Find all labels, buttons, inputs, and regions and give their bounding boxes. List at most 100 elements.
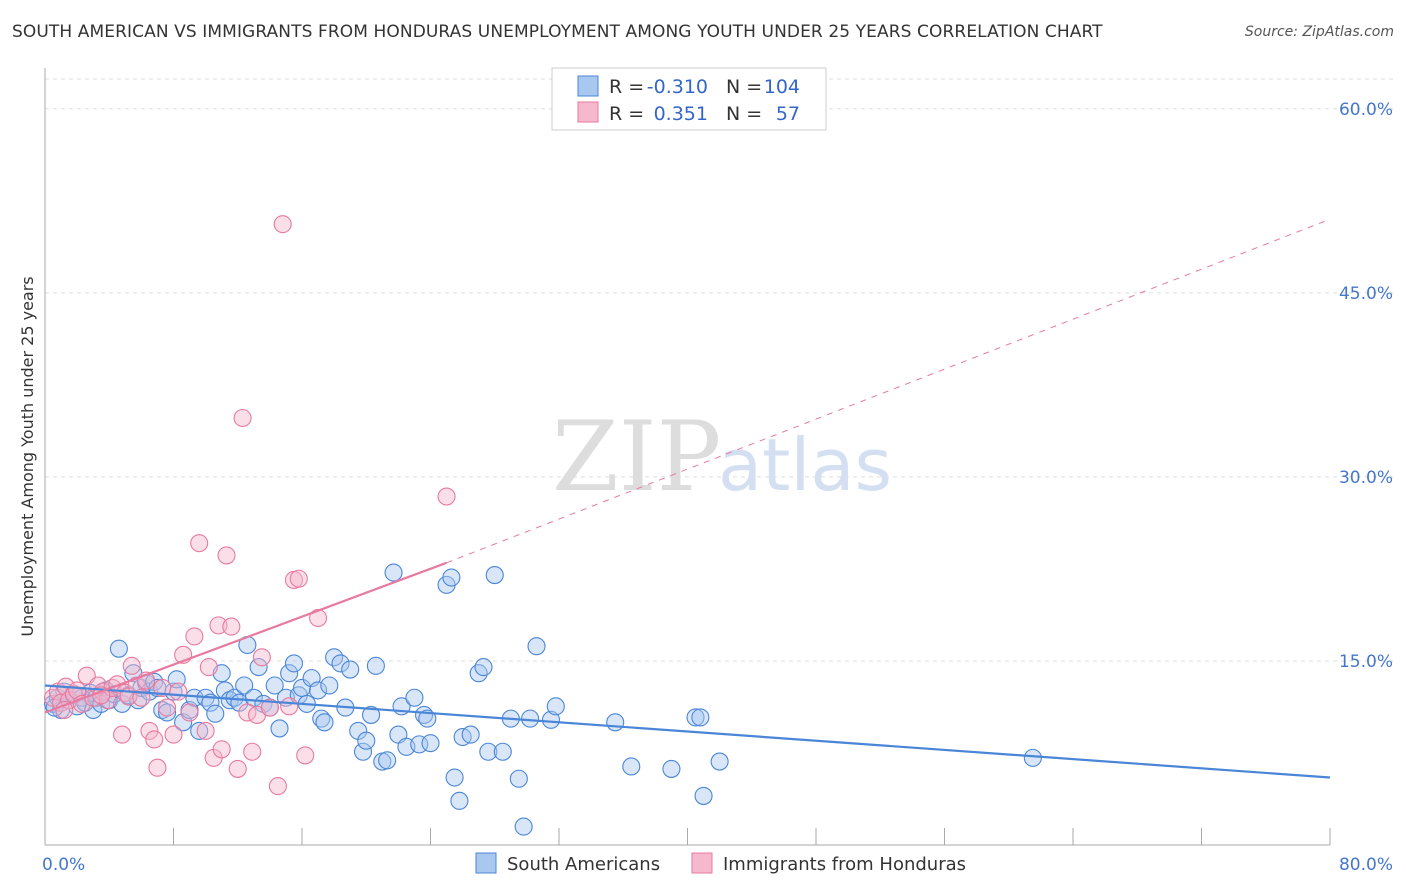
point-0-93 xyxy=(509,769,528,788)
legend-n-label-1: N = xyxy=(726,103,762,125)
bottom-legend-swatch-pink xyxy=(691,852,713,874)
point-1-54 xyxy=(437,487,456,506)
trend-line-honduras-dashed xyxy=(446,218,1331,564)
watermark-atlas: atlas xyxy=(718,423,892,507)
point-1-41 xyxy=(233,408,252,428)
watermark-zip: ZIP xyxy=(552,401,721,513)
point-1-39 xyxy=(222,617,241,636)
point-0-84 xyxy=(450,791,469,810)
point-0-42 xyxy=(235,676,254,695)
point-0-68 xyxy=(362,705,381,724)
point-0-83 xyxy=(445,768,464,787)
legend-swatch-pink xyxy=(577,101,599,123)
point-0-106 xyxy=(1023,748,1042,767)
point-0-101 xyxy=(662,759,681,778)
point-0-59 xyxy=(315,713,334,732)
point-0-97 xyxy=(541,710,561,729)
y-tick-label-1: 30.0% xyxy=(1339,468,1393,488)
point-1-40 xyxy=(228,759,247,778)
legend-box: R = -0.310 N = 104 R = 0.351 N = 57 xyxy=(551,67,827,131)
point-1-22 xyxy=(140,721,159,740)
point-0-82 xyxy=(442,568,461,587)
point-1-24 xyxy=(148,758,167,777)
point-0-102 xyxy=(686,708,705,727)
point-0-48 xyxy=(265,676,284,695)
point-1-26 xyxy=(158,698,177,717)
point-0-90 xyxy=(485,566,504,585)
point-0-51 xyxy=(280,664,299,683)
point-0-79 xyxy=(418,709,437,728)
legend-n-value-0: 104 xyxy=(764,76,800,98)
point-1-23 xyxy=(145,730,164,749)
point-0-105 xyxy=(710,752,729,771)
trend-lines xyxy=(44,218,1331,779)
bottom-legend-honduras: Immigrants from Honduras xyxy=(723,854,966,875)
point-0-45 xyxy=(249,658,268,677)
legend-r-label-1: R = xyxy=(609,103,644,125)
grid-lines xyxy=(45,78,1393,662)
point-1-52 xyxy=(296,746,315,765)
point-0-103 xyxy=(691,708,710,727)
point-1-51 xyxy=(289,569,308,588)
point-1-27 xyxy=(164,725,183,744)
point-1-6 xyxy=(68,681,87,700)
y-tick-label-0: 15.0% xyxy=(1339,652,1393,672)
legend-n-value-1: 57 xyxy=(776,103,800,125)
point-0-36 xyxy=(206,704,225,723)
chart-source: Source: ZipAtlas.com xyxy=(1244,24,1394,40)
point-0-100 xyxy=(622,757,641,776)
point-0-26 xyxy=(153,700,172,720)
point-1-34 xyxy=(199,658,218,677)
point-0-60 xyxy=(320,676,339,695)
point-1-49 xyxy=(280,697,299,716)
point-1-36 xyxy=(209,616,228,635)
x-tick-label-1: 80.0% xyxy=(1339,855,1393,875)
point-1-53 xyxy=(309,608,328,628)
point-1-46 xyxy=(260,698,279,717)
point-0-87 xyxy=(469,664,488,683)
point-0-104 xyxy=(694,786,713,805)
points-south-americans xyxy=(43,563,1042,836)
point-1-31 xyxy=(185,627,204,646)
y-axis-title: Unemployment Among Youth under 25 years xyxy=(18,276,37,636)
point-0-16 xyxy=(109,639,128,658)
point-0-72 xyxy=(384,563,403,582)
point-0-98 xyxy=(546,697,565,716)
point-0-99 xyxy=(606,713,625,732)
point-1-33 xyxy=(196,721,215,740)
point-0-91 xyxy=(493,742,512,761)
bottom-legend-south-americans: South Americans xyxy=(507,854,660,875)
axes xyxy=(44,68,1331,846)
point-0-69 xyxy=(366,656,385,675)
x-tick-label-0: 0.0% xyxy=(42,855,85,875)
point-1-15 xyxy=(113,725,132,744)
point-0-57 xyxy=(309,681,328,700)
point-1-45 xyxy=(252,648,271,667)
trend-line-honduras xyxy=(44,561,447,714)
chart-title: SOUTH AMERICAN VS IMMIGRANTS FROM HONDUR… xyxy=(12,22,1103,42)
legend-r-label-0: R = xyxy=(609,76,644,98)
legend-r-value-1: 0.351 xyxy=(654,103,708,125)
point-0-67 xyxy=(357,731,376,750)
y-tick-label-3: 60.0% xyxy=(1339,100,1393,120)
point-0-66 xyxy=(353,742,373,761)
point-0-94 xyxy=(514,817,533,836)
point-1-32 xyxy=(190,534,209,553)
bottom-legend-swatch-blue xyxy=(475,852,497,874)
point-0-71 xyxy=(378,751,397,770)
legend-n-label-0: N = xyxy=(726,76,762,98)
point-0-96 xyxy=(527,637,546,656)
point-0-33 xyxy=(190,721,209,740)
point-0-80 xyxy=(421,734,440,753)
bottom-legend: South Americans Immigrants from Honduras xyxy=(475,852,966,875)
point-1-47 xyxy=(268,777,287,796)
point-0-49 xyxy=(270,719,289,738)
y-tick-labels: 15.0% 30.0% 45.0% 60.0% xyxy=(1339,100,1393,672)
point-0-52 xyxy=(284,654,304,673)
y-tick-label-2: 45.0% xyxy=(1339,284,1393,304)
point-1-30 xyxy=(180,703,199,722)
point-0-89 xyxy=(479,742,498,761)
legend-swatch-blue xyxy=(577,75,599,97)
legend-r-value-0: -0.310 xyxy=(647,76,708,98)
